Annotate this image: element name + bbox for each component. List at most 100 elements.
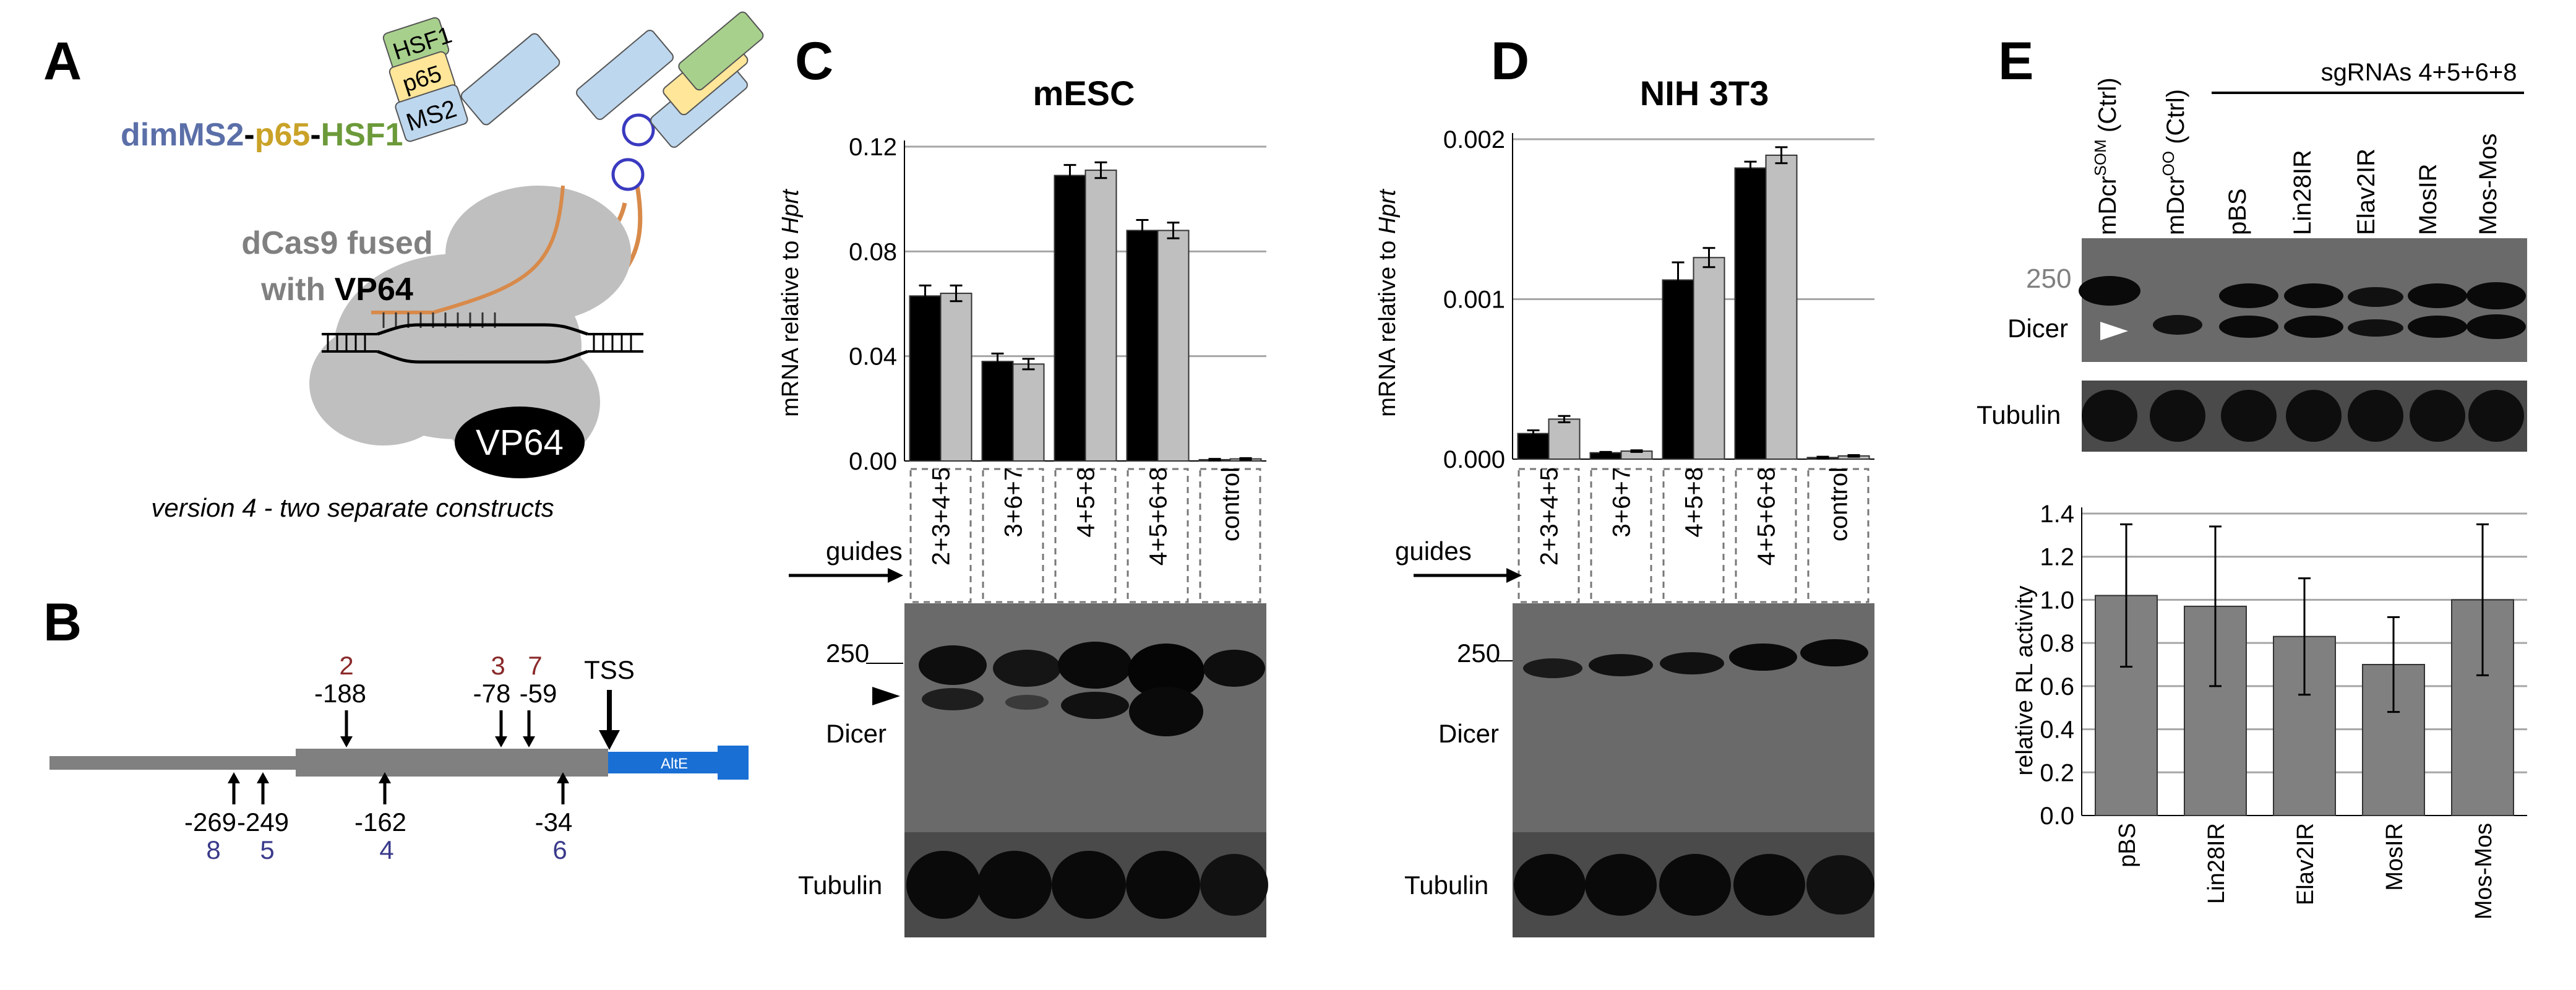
x-category-label: 4+5+6+8 — [1753, 467, 1780, 566]
dcas9-protein — [309, 186, 631, 470]
dcas9-label-line1: dCas9 fused — [241, 225, 432, 261]
lane-box — [1199, 468, 1261, 603]
y-tick-label: 0.001 — [1443, 286, 1505, 314]
tss-arrowhead — [599, 730, 620, 750]
lower-site-8: -269 8 — [184, 772, 240, 864]
x-category-label: MosIR — [2382, 823, 2408, 891]
site-arrowhead — [523, 736, 535, 747]
bar — [1662, 279, 1694, 460]
chart-c-ylabel: mRNA relative to Hprt — [778, 189, 804, 417]
promoter-region — [296, 749, 608, 777]
site-arrowhead — [557, 772, 569, 783]
lane-box — [1735, 468, 1797, 603]
panel-c: C mESC mRNA relative to Hprt 0.000.040.0… — [778, 32, 1268, 937]
lane-mdcr-oo: mDcrOO (Ctrl) — [2159, 89, 2189, 235]
panel-letter-b: B — [43, 593, 82, 652]
dcas9-label-line2: with VP64 — [260, 272, 413, 308]
bar — [1693, 257, 1725, 460]
blot-c-dicer-arrowhead — [872, 687, 900, 705]
upper-site-3: 3 -78 — [473, 651, 510, 747]
blot-d-250: 250 — [1457, 639, 1500, 668]
lane-box — [1590, 468, 1652, 603]
y-tick-label: 0.4 — [2040, 717, 2074, 744]
blot-d-dicer-label: Dicer — [1438, 719, 1499, 748]
site-position: -188 — [314, 679, 366, 708]
y-tick-label: 0.6 — [2040, 673, 2074, 700]
guides-label-d: guides — [1395, 536, 1472, 566]
chart-d-ylabel: mRNA relative to Hprt — [1375, 189, 1401, 417]
x-category-label: Elav2IR — [2293, 823, 2319, 905]
y-tick-label: 0.0 — [2040, 803, 2074, 830]
x-category-label: 3+6+7 — [1608, 467, 1636, 537]
blot-e-bands — [2079, 276, 2526, 339]
lane-box — [1807, 468, 1870, 603]
promoter-line-thin — [49, 756, 297, 770]
bar — [1157, 230, 1190, 462]
lane-box — [1662, 468, 1725, 603]
blot-e-tubulin-bands — [2082, 390, 2524, 442]
site-number: 2 — [339, 651, 353, 680]
x-category-label: pBS — [2114, 823, 2140, 867]
chart-d-yticks: 0.000 0.001 0.002 — [1443, 126, 1505, 473]
site-arrowhead — [257, 772, 269, 783]
blot-e-tubulin-label: Tubulin — [1977, 400, 2061, 429]
y-tick-label: 0.2 — [2040, 759, 2074, 786]
y-tick-label: 0.8 — [2040, 630, 2074, 657]
x-category-label: Mos-Mos — [2471, 823, 2497, 919]
panel-a: A — [43, 11, 764, 522]
x-category-label: control — [1826, 467, 1853, 541]
exon-label: AltE — [661, 755, 688, 772]
blot-e-lane-labels: pBS Lin28IR Elav2IR MosIR Mos-Mos — [2224, 134, 2502, 235]
bar — [909, 295, 942, 462]
blot-d-tubulin-bands — [1514, 854, 1874, 916]
y-tick-label: 0.000 — [1443, 446, 1505, 473]
blot-lane-label: MosIR — [2415, 163, 2442, 235]
blot-e-250: 250 — [2026, 264, 2071, 294]
exon-end — [718, 746, 749, 780]
y-tick-label: 1.2 — [2040, 544, 2074, 571]
site-arrowhead — [379, 772, 391, 783]
site-position: -162 — [354, 807, 406, 837]
bar — [1734, 167, 1767, 460]
panel-letter-c: C — [795, 32, 833, 91]
blot-e-dicer-arrowhead — [2100, 322, 2128, 340]
blot-lane-label: Mos-Mos — [2475, 134, 2502, 235]
y-tick-label: 0.12 — [849, 134, 897, 161]
x-category-label: 3+6+7 — [1000, 467, 1028, 537]
x-category-label: 2+3+4+5 — [928, 467, 955, 566]
blot-c-tubulin-bands — [906, 851, 1268, 919]
site-arrowhead — [495, 736, 507, 747]
bar — [1765, 154, 1798, 460]
panel-d: D NIH 3T3 mRNA relative to Hprt 0.000 0.0… — [1375, 32, 1874, 937]
blot-c-250: 250 — [826, 639, 869, 668]
bar — [1126, 230, 1159, 462]
x-category-label: 4+5+6+8 — [1145, 467, 1172, 566]
bar — [940, 293, 972, 462]
x-category-label: Lin28IR — [2204, 823, 2230, 904]
guides-arrowhead-c — [888, 568, 903, 583]
chart-d-title: NIH 3T3 — [1640, 74, 1769, 113]
chart-c-title: mESC — [1033, 74, 1135, 113]
activator-complex-right — [576, 11, 764, 148]
lane-box — [1054, 468, 1117, 603]
site-number: 6 — [552, 835, 567, 864]
x-category-label: 2+3+4+5 — [1536, 467, 1563, 566]
site-position: -249 — [237, 807, 289, 837]
site-number: 5 — [260, 835, 274, 864]
blot-e-dicer-label: Dicer — [2007, 314, 2068, 343]
blot-lane-label: Lin28IR — [2289, 150, 2316, 235]
blot-c-dicer-label: Dicer — [826, 719, 887, 748]
ms2-hairpin-left — [611, 158, 645, 191]
vp64-domain — [455, 407, 585, 478]
site-number: 4 — [379, 835, 393, 864]
x-category-label: 4+5+8 — [1681, 467, 1708, 537]
chart-e-yticks: 0.0 0.2 0.4 0.6 0.8 1.0 1.2 1.4 — [2040, 501, 2074, 830]
panel-letter-d: D — [1491, 32, 1529, 91]
chart-c-bars — [909, 161, 1262, 462]
dna-ticks — [327, 334, 632, 351]
site-arrowhead — [340, 736, 353, 747]
bar — [1012, 363, 1045, 462]
lane-box — [909, 468, 972, 603]
panel-b: B AltE TSS 2 -188 3 -78 7 -59 — [43, 593, 749, 864]
